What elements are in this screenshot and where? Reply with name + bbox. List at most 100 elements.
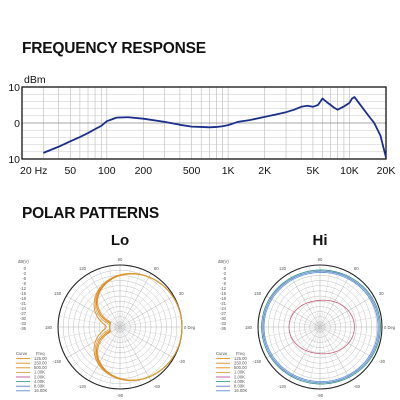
polar-scale-label: -3 [222,271,226,276]
polar-curve [94,273,183,381]
polar-angle-label: 120 [79,266,87,271]
polar-angle-label: 180 [245,325,253,330]
polar-scale-label: -12 [20,286,27,291]
polar-angle-label: -60 [354,384,361,389]
polar-spoke [288,273,321,328]
x-tick-label: 20 Hz [20,165,47,177]
polar-spoke [88,326,121,381]
legend-freq-label: 1.00K [34,370,45,375]
polar-spoke [319,326,382,338]
x-tick-label: 500 [183,165,201,177]
polar-curve [261,269,381,385]
polar-scale-label: -3 [22,271,26,276]
polar-angle-label: 30 [179,291,184,296]
polar-curve [263,272,379,382]
legend-freq-label: 500.00 [34,365,47,370]
polar-scale-label: -27 [220,311,227,316]
polar-spoke [319,316,382,328]
polar-angle-label: 90 [118,257,123,262]
polar-spoke [279,326,321,375]
polar-scale-label: -18 [20,296,27,301]
polar-spoke [309,265,321,328]
polar-scale-unit: dB(V) [18,259,29,264]
polar-spoke [319,326,368,368]
legend-header-curve: Curve [16,351,28,356]
legend-freq-label: 500.00 [234,365,247,370]
response-curve [43,96,387,158]
polar-angle-label: -30 [379,359,386,364]
polar-spoke [119,326,179,349]
polar-scale-label: -15 [20,291,27,296]
polar-spoke [319,273,352,328]
polar-spoke [72,326,121,368]
polar-spoke [98,268,121,328]
x-tick-label: 50 [64,165,76,177]
polar-spoke [119,316,182,328]
polar-spoke [266,295,321,328]
polar-inner-curve [288,299,355,355]
polar-scale-label: -6 [222,276,226,281]
polar-angle-label: -90 [317,393,324,398]
polar-spoke [319,286,368,328]
polar-angle-label: -90 [117,393,124,398]
polar-spoke [119,326,174,359]
polar-scale-label: -12 [220,286,227,291]
polar-spoke [79,279,121,328]
x-tick-label: 1K [222,165,235,177]
polar-angle-label: 60 [154,266,159,271]
legend-freq-label: 1.00K [234,370,245,375]
polar-scale-label: -18 [220,296,227,301]
polar-title: Hi [313,232,328,249]
polar-spoke [119,265,131,328]
polar-angle-label: -60 [154,384,161,389]
polar-spoke [119,326,182,338]
legend-header-freq: Freq [236,351,245,356]
polar-spoke [319,295,374,328]
x-tick-label: 2K [258,165,271,177]
polar-spoke [88,273,121,328]
polar-scale-label: -9 [22,281,26,286]
legend-freq-label: 16.00K [234,388,247,393]
legend-freq-label: 125.00 [34,356,47,361]
legend-freq-label: 2.00K [234,374,245,379]
polar-spoke [98,326,121,386]
polar-angle-label: -30 [179,359,186,364]
polar-scale-label: -21 [20,301,27,306]
y-tick-label: 0 [14,118,20,130]
polar-spoke [319,326,331,389]
polar-angle-label: 150 [54,291,62,296]
polar-scale-label: -27 [20,311,27,316]
polar-title: Lo [111,232,129,249]
polar-spoke [319,326,352,381]
polar-scale-label: -9 [222,281,226,286]
polar-spoke [66,326,121,359]
legend-freq-label: 8.00K [34,384,45,389]
polar-spoke [319,305,379,328]
polar-spoke [319,326,374,359]
x-tick-label: 20K [377,165,396,177]
legend-freq-label: 8.00K [234,384,245,389]
polar-scale-unit: dB(V) [218,259,229,264]
polar-angle-label: 90 [318,257,323,262]
legend-freq-label: 4.00K [234,379,245,384]
polar-spoke [119,326,142,386]
polar-spoke [279,279,321,328]
polar-spoke [266,326,321,359]
polar-spoke [109,265,121,328]
frequency-response-title: FREQUENCY RESPONSE [22,40,206,57]
polar-angle-label: -120 [78,384,87,389]
polar-spoke [119,286,168,328]
legend-header-freq: Freq [36,351,45,356]
polar-spoke [119,279,161,328]
polar-spoke [298,326,321,386]
legend-freq-label: 2.00K [34,374,45,379]
polar-angle-label: 30 [379,291,384,296]
x-tick-label: 10K [340,165,359,177]
polar-spoke [119,326,161,375]
polar-angle-label: -150 [53,359,62,364]
x-tick-label: 100 [98,165,116,177]
polar-spoke [298,268,321,328]
